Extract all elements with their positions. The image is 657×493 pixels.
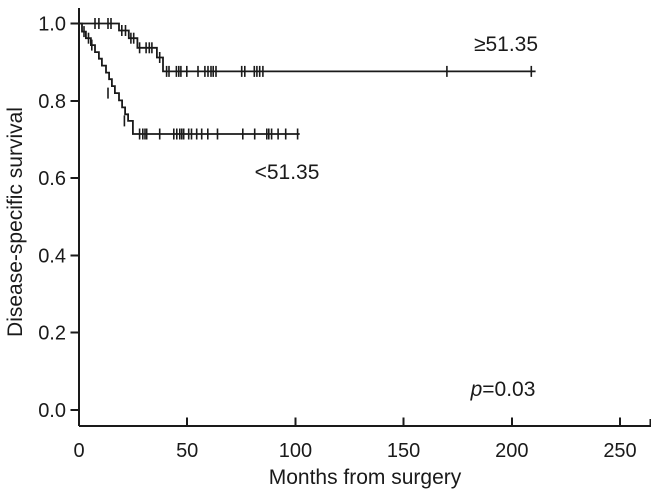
p-value-italic-prefix: p (470, 378, 483, 401)
y-tick-label: 0.2 (38, 323, 66, 345)
x-tick-label: 250 (603, 440, 636, 462)
y-tick-label: 0.0 (38, 400, 66, 422)
y-axis-ticks: 1.0 0.8 0.6 0.4 0.2 0.0 (38, 14, 79, 422)
censor-marks-lower (83, 26, 299, 140)
p-value-annotation: p=0.03 (470, 378, 536, 401)
x-tick-label: 200 (495, 440, 528, 462)
x-tick-label: 50 (176, 440, 198, 462)
x-axis-title: Months from surgery (269, 466, 462, 489)
p-value-rest: =0.03 (482, 378, 535, 401)
y-tick-label: 1.0 (38, 14, 66, 36)
x-axis-ticks: 0 50 100 150 200 250 (73, 417, 637, 462)
y-tick-label: 0.4 (38, 245, 66, 267)
axes (78, 8, 651, 427)
survival-curve-upper (79, 22, 536, 73)
y-tick-label: 0.8 (38, 91, 66, 113)
upper-curve-label: ≥51.35 (474, 33, 538, 56)
x-tick-label: 100 (279, 440, 312, 462)
lower-curve-label: <51.35 (255, 161, 320, 184)
survival-curve-lower (79, 22, 300, 135)
y-tick-label: 0.6 (38, 168, 66, 190)
x-tick-label: 0 (73, 440, 84, 462)
x-tick-label: 150 (387, 440, 420, 462)
y-axis-title: Disease-specific survival (4, 107, 27, 337)
censor-marks-upper (94, 18, 533, 77)
